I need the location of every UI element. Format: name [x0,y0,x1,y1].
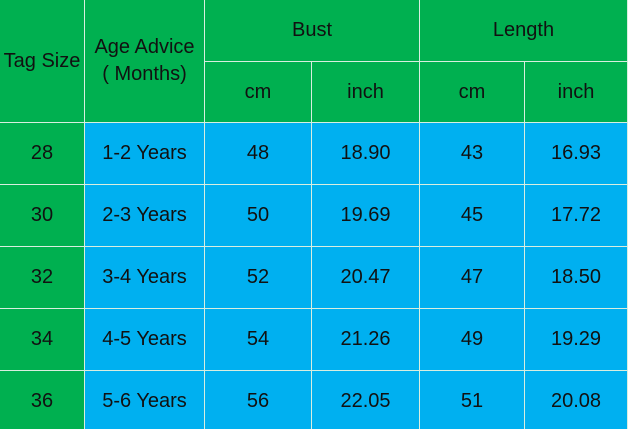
data-cell: 18.50 [525,247,628,309]
data-cell: 52 [205,247,312,309]
data-cell: 51 [420,371,525,429]
data-cell: 1-2 Years [85,123,205,185]
data-cell: 45 [420,185,525,247]
header-age-advice: Age Advice ( Months) [85,0,205,123]
tag-size-cell: 36 [0,371,85,429]
header-unit: cm [420,62,525,123]
data-cell: 5-6 Years [85,371,205,429]
data-cell: 4-5 Years [85,309,205,371]
data-cell: 22.05 [312,371,420,429]
data-cell: 19.29 [525,309,628,371]
data-cell: 48 [205,123,312,185]
header-unit: inch [525,62,628,123]
data-cell: 19.69 [312,185,420,247]
tag-size-cell: 30 [0,185,85,247]
data-cell: 49 [420,309,525,371]
header-unit: cm [205,62,312,123]
data-cell: 20.08 [525,371,628,429]
header-bust: Bust [205,0,420,62]
data-cell: 17.72 [525,185,628,247]
data-cell: 2-3 Years [85,185,205,247]
data-cell: 18.90 [312,123,420,185]
data-cell: 56 [205,371,312,429]
data-cell: 16.93 [525,123,628,185]
header-unit: inch [312,62,420,123]
tag-size-cell: 34 [0,309,85,371]
data-cell: 21.26 [312,309,420,371]
data-cell: 47 [420,247,525,309]
data-cell: 20.47 [312,247,420,309]
data-cell: 54 [205,309,312,371]
tag-size-cell: 32 [0,247,85,309]
data-cell: 3-4 Years [85,247,205,309]
data-cell: 43 [420,123,525,185]
header-tag-size: Tag Size [0,0,85,123]
header-length: Length [420,0,628,62]
tag-size-cell: 28 [0,123,85,185]
data-cell: 50 [205,185,312,247]
